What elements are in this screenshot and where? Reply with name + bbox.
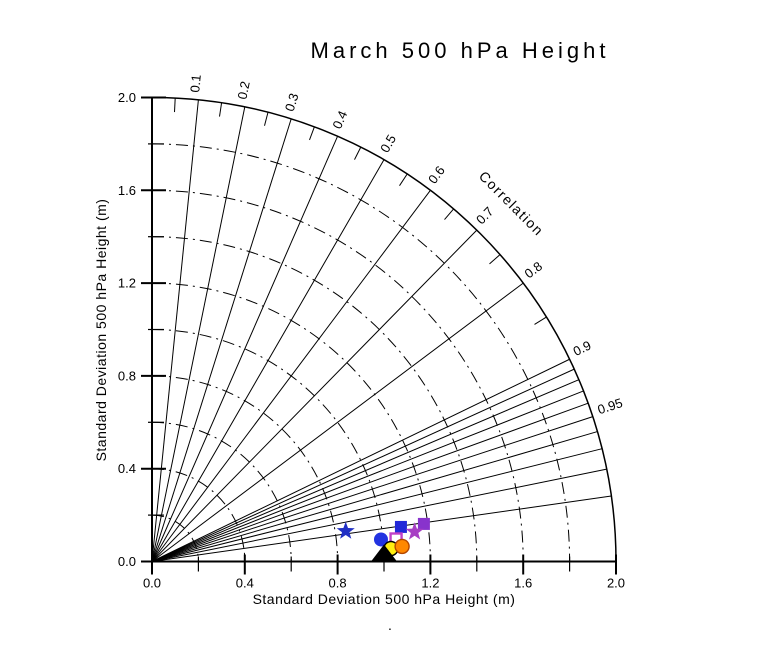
correlation-line [151, 99, 199, 562]
correlation-line [151, 136, 339, 562]
x-axis-title: Standard Deviation 500 hPa Height (m) [253, 591, 516, 607]
y-tick-label: 0.0 [118, 554, 136, 569]
axis-tick-labels: 0.0 0.0 0.4 0.4 0.8 0.8 1.2 1.2 1.6 1.6 2.0 2.0 [118, 90, 625, 591]
correlation-line [151, 118, 292, 562]
correlation-line [151, 229, 478, 562]
correlation-tick-labels: 0.1 0.2 0.3 0.4 0.5 0.6 0.7 0.8 0.9 0.95 [187, 74, 624, 418]
y-tick-label: 1.2 [118, 276, 136, 291]
std-dev-arc [151, 143, 571, 562]
correlation-label: 0.8 [522, 258, 545, 281]
x-tick-label: 1.6 [514, 576, 532, 591]
y-tick-label: 1.6 [118, 183, 136, 198]
correlation-line [151, 448, 603, 562]
std-dev-grid-arcs [151, 96, 617, 562]
std-dev-arc [151, 468, 246, 562]
correlation-line [151, 495, 612, 562]
correlation-line [151, 358, 570, 562]
std-dev-arc [151, 189, 524, 562]
std-dev-arc [151, 421, 292, 562]
correlation-line [151, 190, 431, 562]
x-tick-label: 2.0 [607, 576, 625, 591]
model-point-blue-square [394, 520, 407, 533]
correlation-label: 0.2 [234, 80, 252, 101]
model-point-blue-star [336, 521, 355, 539]
correlation-minor-tick [264, 112, 269, 126]
correlation-line [151, 390, 584, 562]
correlation-label: 0.7 [473, 204, 496, 227]
correlation-label: 0.9 [571, 338, 594, 359]
x-tick-label: 1.2 [421, 576, 439, 591]
correlation-radial-lines [151, 98, 612, 562]
axes [151, 97, 616, 563]
correlation-label: 0.5 [377, 132, 399, 155]
correlation-line [151, 379, 580, 562]
correlation-label: 0.95 [596, 395, 625, 417]
model-point-magenta-star [405, 522, 424, 540]
correlation-line [151, 106, 246, 562]
correlation-minor-tick [309, 126, 315, 141]
std-dev-arc [151, 514, 199, 562]
std-dev-arc [151, 236, 478, 562]
correlation-minor-tick [534, 316, 547, 325]
reference-point-black-triangle [371, 544, 397, 562]
correlation-line [151, 416, 593, 562]
data-markers [336, 517, 430, 562]
correlation-line [151, 431, 598, 562]
correlation-label: 0.3 [282, 91, 302, 113]
annotations: . [388, 617, 392, 633]
x-tick-label: 0.8 [329, 576, 347, 591]
correlation-minor-tick [489, 254, 501, 265]
correlation-minor-tick [219, 102, 223, 117]
correlation-line [151, 282, 524, 562]
std-dev-arc [151, 375, 339, 562]
correlation-minor-tick [444, 208, 454, 220]
correlation-minor-tick [174, 98, 176, 113]
correlation-minor-tick [354, 146, 362, 160]
correlation-line [151, 159, 385, 562]
correlation-line [151, 468, 607, 562]
y-tick-label: 0.4 [118, 461, 136, 476]
correlation-line [151, 402, 589, 562]
model-point-orange-circle [394, 538, 410, 555]
chart-title: March 500 hPa Height [311, 38, 610, 63]
model-point-blue-circle [373, 532, 388, 547]
y-axis-title: Standard Deviation 500 hPa Height (m) [93, 199, 109, 462]
correlation-minor-tick [399, 173, 408, 186]
stray-period: . [388, 617, 392, 633]
outer-arc [151, 96, 617, 562]
correlation-label: 0.4 [329, 108, 350, 131]
correlation-line [151, 368, 575, 562]
y-tick-label: 2.0 [118, 90, 136, 105]
x-tick-label: 0.4 [236, 576, 254, 591]
model-point-purple-square [417, 517, 430, 530]
std-dev-arc [151, 282, 431, 562]
correlation-axis-title: Correlation [476, 168, 547, 239]
correlation-label: 0.1 [187, 74, 204, 93]
correlation-label: 0.6 [425, 163, 448, 186]
std-dev-arc [151, 329, 385, 562]
y-tick-label: 0.8 [118, 368, 136, 383]
x-tick-label: 0.0 [143, 576, 161, 591]
